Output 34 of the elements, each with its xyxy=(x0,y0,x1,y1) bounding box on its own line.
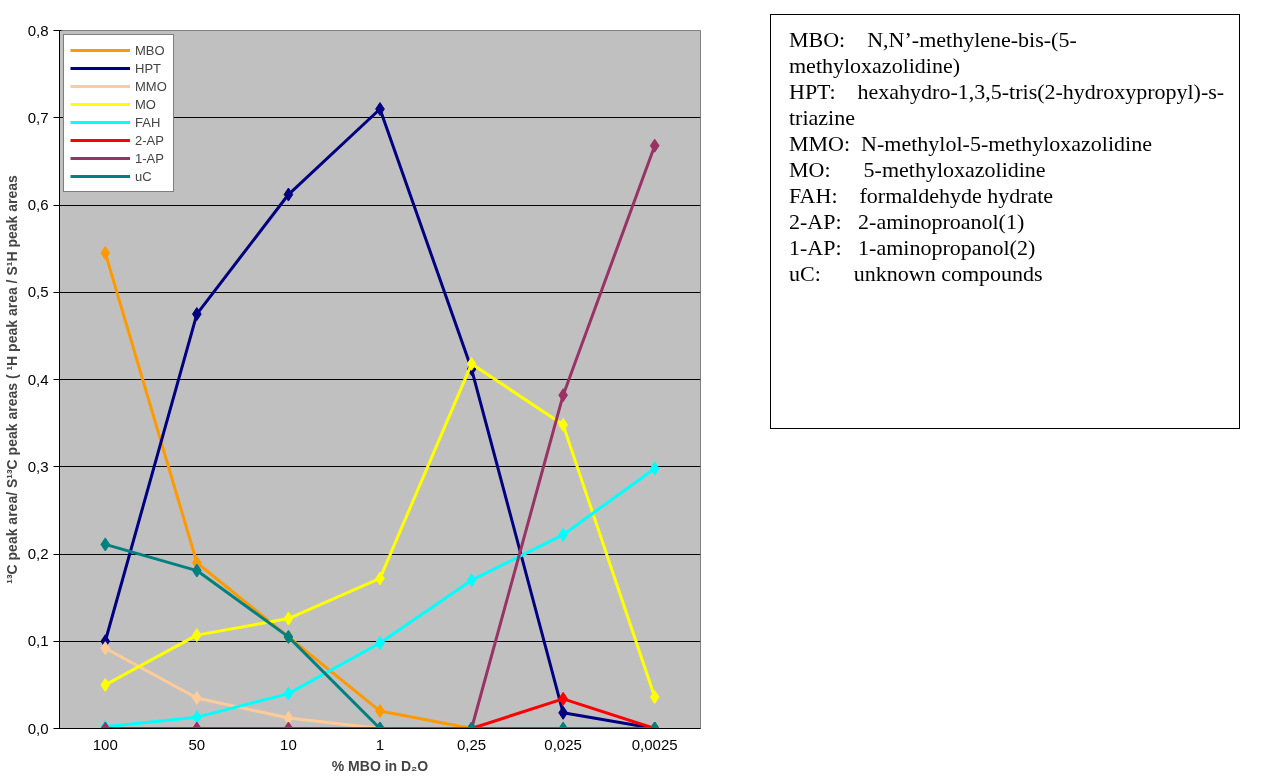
text: HPT: hexahydro-1,3,5-tris(2-hydroxypropyl)-s-triazine xyxy=(789,79,1226,131)
x-tick-label: 0,25 xyxy=(456,735,487,753)
y-tick-label: 0,4 xyxy=(27,370,49,388)
legend-label: 1-AP xyxy=(135,149,164,167)
y-tick-label: 0,7 xyxy=(27,108,49,126)
legend-label: FAH xyxy=(135,113,161,131)
legend-label: MBO xyxy=(135,41,165,59)
y-tick-label: 0,2 xyxy=(27,545,49,562)
text: uC: unknown compounds xyxy=(789,261,1044,287)
y-tick-label: 0,1 xyxy=(27,632,49,650)
text: MMO: N-methylol-5-methyloxazolidine xyxy=(789,131,1153,157)
legend-label: MMO xyxy=(135,77,167,95)
x-tick-label: 10 xyxy=(280,735,297,753)
x-tick-label: 0,0025 xyxy=(631,735,678,753)
y-tick-label: 0,5 xyxy=(27,283,49,301)
legend-label: MO xyxy=(135,95,156,113)
y-tick-label: 0,3 xyxy=(27,457,49,475)
y-axis-title: ¹³C peak area/ S¹³C peak areas ( ¹H peak area / S¹H peak areas xyxy=(3,175,20,584)
legend-label: HPT xyxy=(135,59,161,77)
x-tick-label: 1 xyxy=(375,735,385,753)
x-tick-label: 0,025 xyxy=(544,735,582,753)
y-tick-label: 0,8 xyxy=(27,21,49,39)
x-axis-title: % MBO in D₂O xyxy=(331,757,429,774)
y-tick-label: 0,6 xyxy=(27,196,49,213)
text: 1-AP: 1-aminopropanol(2) xyxy=(789,235,1037,261)
y-tick-label: 0,0 xyxy=(27,719,49,737)
text: FAH: formaldehyde hydrate xyxy=(789,183,1055,209)
text: MBO: N,N’-methylene-bis-(5-methyloxazolidine) xyxy=(789,27,1078,79)
x-tick-label: 100 xyxy=(92,735,118,753)
text: 2-AP: 2-aminoproanol(1) xyxy=(789,209,1026,235)
legend-label: uC xyxy=(135,167,153,185)
legend-label: 2-AP xyxy=(135,131,164,149)
text: MO: 5-methyloxazolidine xyxy=(789,157,1047,183)
x-tick-label: 50 xyxy=(188,735,206,753)
